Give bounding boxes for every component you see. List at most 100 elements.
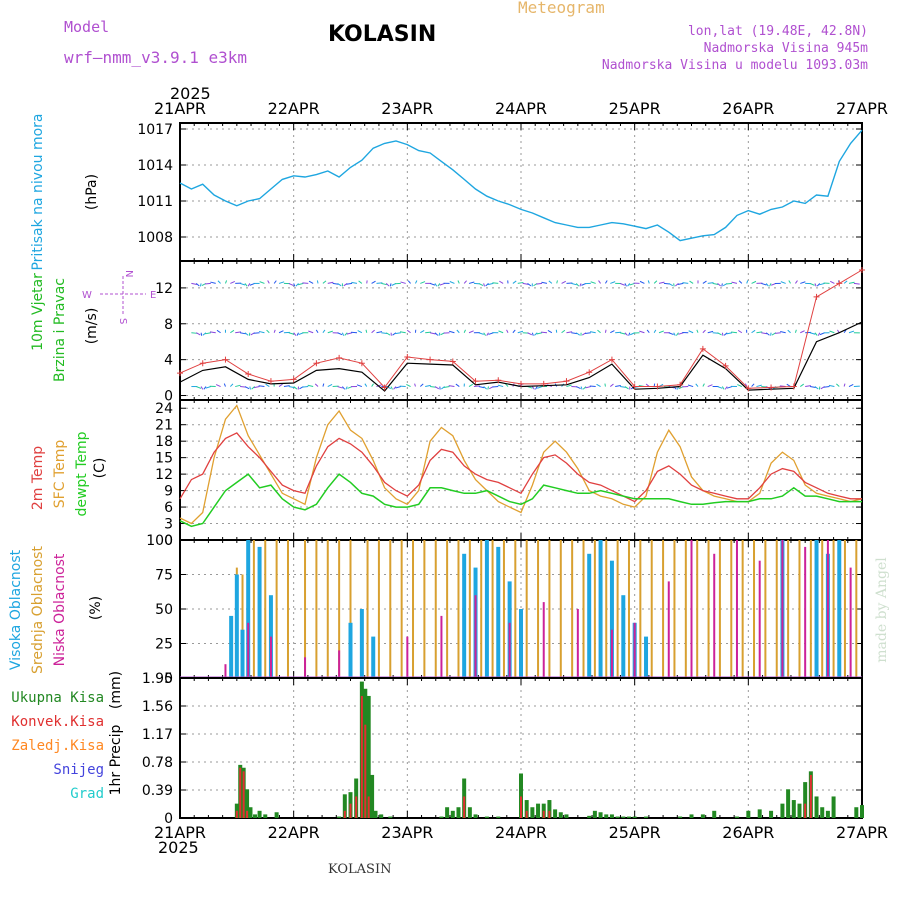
wind-barb <box>385 332 391 336</box>
y-tick-label: 1008 <box>137 230 173 246</box>
wind-barb <box>344 332 348 336</box>
precip-conv-bar <box>520 796 522 818</box>
gust-marker <box>472 378 479 385</box>
wind-barb <box>258 330 265 334</box>
y-tick-label: 1017 <box>137 122 173 138</box>
wind-barb <box>283 385 290 388</box>
y-tick-label: 12 <box>155 281 173 297</box>
cloud-bar <box>246 540 251 678</box>
gust-marker <box>177 370 183 377</box>
wind-barb <box>483 386 487 390</box>
y-tick-label: 0.78 <box>142 755 173 771</box>
wind-barb <box>794 329 797 333</box>
wind-barb <box>596 383 601 387</box>
wind-barb <box>356 384 363 388</box>
wind-barb <box>253 332 260 334</box>
wind-barb <box>195 332 201 336</box>
wind-barb <box>322 329 326 334</box>
cloud-bar <box>616 540 619 678</box>
cloud-bar <box>412 540 415 678</box>
precip-conv-bar <box>355 796 358 818</box>
wind-barb <box>244 386 250 390</box>
cloud-bar <box>326 540 329 678</box>
precip-conv-bar <box>804 803 807 818</box>
wind-barb <box>723 332 728 336</box>
wind-barb <box>627 283 631 287</box>
wind-barb <box>575 386 581 390</box>
gust-marker <box>540 380 547 387</box>
cloud-bar <box>252 540 255 678</box>
cloud-bar <box>764 540 767 678</box>
wind-barb <box>365 329 368 333</box>
wind-barb <box>751 383 755 387</box>
wind-barb <box>204 282 211 285</box>
wind-barb <box>548 280 553 284</box>
compass-e: E <box>150 290 156 301</box>
precip-conv-bar <box>367 796 370 818</box>
precip-total-bar <box>253 814 258 818</box>
x-tick-label-top: 24APR <box>495 99 547 118</box>
wind-barb <box>296 332 299 336</box>
precip-total-bar <box>621 816 626 818</box>
precip-total-bar <box>456 807 461 818</box>
wind-barb <box>707 330 714 334</box>
x-tick-label-bottom: 26APR <box>722 823 774 842</box>
precip-total-bar <box>780 803 785 818</box>
wind-barb <box>814 386 819 390</box>
wind-barb <box>191 282 198 286</box>
wind-barb <box>337 282 342 287</box>
precip-total-bar <box>831 796 836 818</box>
ylabel-wind-unit: (m/s) <box>84 308 100 345</box>
wind-barb <box>512 280 517 284</box>
model-label: Model <box>64 18 110 36</box>
wind-barb <box>615 384 621 388</box>
cloud-bar <box>798 540 801 678</box>
wind-barb <box>536 332 543 335</box>
ylabel-sfc: SFC Temp <box>52 440 68 509</box>
precip-total-bar <box>530 807 535 818</box>
precip-total-bar <box>860 805 864 818</box>
cloud-bar <box>542 602 545 678</box>
wind-barb <box>455 383 460 387</box>
x-tick-label-top: 21APR <box>154 99 206 118</box>
y-tick-label: 8 <box>164 317 173 333</box>
precip-conv-bar <box>343 810 346 818</box>
y-tick-label: 1.56 <box>142 699 173 715</box>
wind-barb <box>399 331 406 334</box>
wind-barb <box>829 330 835 334</box>
wind-barb <box>712 282 719 285</box>
wind-barb <box>449 281 455 284</box>
wind-barb <box>316 280 319 284</box>
x-tick-label-bottom: 27APR <box>836 823 888 842</box>
wind-barb <box>463 329 466 333</box>
compass-icon <box>100 276 146 314</box>
wind-barb <box>499 280 504 284</box>
wind-barb <box>639 330 645 334</box>
wind-barb <box>769 283 772 287</box>
wind-barb <box>478 332 484 335</box>
ylabel-wind: 10m Vjetar <box>30 273 46 351</box>
y-tick-label: 18 <box>155 434 173 450</box>
wind-barb <box>371 383 374 387</box>
wind-barb <box>308 330 314 334</box>
wind-barb <box>419 383 424 387</box>
wind-barb <box>800 330 805 334</box>
gust-marker <box>563 378 570 385</box>
cloud-bar <box>257 546 262 678</box>
y-tick-label: 1.17 <box>142 727 173 743</box>
precip-total-bar <box>337 816 342 818</box>
cloud-bar <box>758 560 761 678</box>
precip-total-bar <box>496 816 501 818</box>
cloud-bar <box>610 629 613 678</box>
cloud-bar <box>389 540 392 678</box>
panel-precip: 0 0.39 0.78 1.17 1.56 1.95 <box>142 671 864 827</box>
cloud-bar <box>621 595 626 678</box>
wind-barb <box>357 330 363 334</box>
wind-barb <box>434 386 440 390</box>
precip-total-bar <box>467 807 472 818</box>
wind-barb <box>702 280 707 284</box>
x-tick-label-top: 23APR <box>381 99 433 118</box>
cloud-bar <box>462 553 467 678</box>
cloud-bar <box>753 540 756 678</box>
cloud-bar <box>491 540 494 678</box>
